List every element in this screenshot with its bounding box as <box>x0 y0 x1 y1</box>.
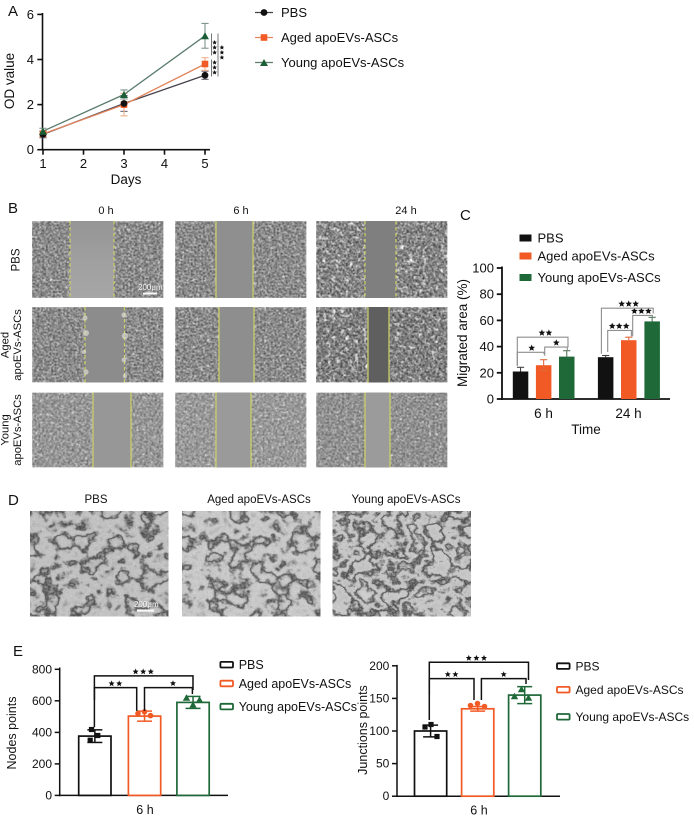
svg-text:200: 200 <box>369 659 389 673</box>
svg-text:3: 3 <box>120 156 127 171</box>
svg-text:B: B <box>8 200 18 217</box>
svg-text:400: 400 <box>32 725 52 739</box>
svg-text:2: 2 <box>80 156 87 171</box>
svg-text:6 h: 6 h <box>534 406 553 421</box>
svg-text:50: 50 <box>376 757 390 771</box>
svg-text:800: 800 <box>32 662 52 676</box>
svg-text:4: 4 <box>27 52 34 67</box>
svg-text:2: 2 <box>27 97 34 112</box>
svg-text:E: E <box>13 643 23 660</box>
svg-text:Aged apoEVs-ASCs: Aged apoEVs-ASCs <box>538 249 656 264</box>
svg-text:A: A <box>8 3 18 20</box>
svg-text:PBS: PBS <box>538 231 564 246</box>
svg-text:1: 1 <box>39 156 46 171</box>
svg-text:Migrated area (%): Migrated area (%) <box>455 279 470 387</box>
svg-text:Young apoEVs-ASCs: Young apoEVs-ASCs <box>538 270 662 285</box>
svg-text:5: 5 <box>201 156 208 171</box>
svg-text:PBS: PBS <box>281 5 307 20</box>
svg-text:24 h: 24 h <box>395 205 416 217</box>
svg-text:600: 600 <box>32 694 52 708</box>
svg-text:0: 0 <box>27 142 34 157</box>
svg-text:D: D <box>8 492 19 509</box>
svg-text:Young apoEVs-ASCs: Young apoEVs-ASCs <box>239 700 357 714</box>
svg-text:150: 150 <box>369 691 389 705</box>
svg-text:20: 20 <box>480 365 494 380</box>
svg-text:Aged: Aged <box>0 332 12 358</box>
svg-text:6: 6 <box>27 7 34 22</box>
svg-text:Aged apoEVs-ASCs: Aged apoEVs-ASCs <box>576 683 684 697</box>
svg-text:6 h: 6 h <box>136 803 153 817</box>
svg-text:80: 80 <box>480 287 494 302</box>
svg-text:PBS: PBS <box>576 659 600 673</box>
svg-text:Aged apoEVs-ASCs: Aged apoEVs-ASCs <box>207 494 311 506</box>
svg-text:Young apoEVs-ASCs: Young apoEVs-ASCs <box>576 710 690 724</box>
svg-text:200μm: 200μm <box>134 600 159 609</box>
svg-text:40: 40 <box>480 339 494 354</box>
svg-text:6 h: 6 h <box>470 804 487 818</box>
svg-text:6 h: 6 h <box>233 205 248 217</box>
svg-text:60: 60 <box>480 313 494 328</box>
svg-text:100: 100 <box>369 724 389 738</box>
svg-text:100: 100 <box>472 261 494 276</box>
svg-text:4: 4 <box>161 156 168 171</box>
svg-text:C: C <box>460 207 471 224</box>
svg-text:200μm: 200μm <box>138 283 163 292</box>
svg-text:0: 0 <box>45 788 52 802</box>
svg-text:200μm: 200μm <box>138 283 163 292</box>
svg-text:apoEVs-ASCs: apoEVs-ASCs <box>12 394 24 466</box>
svg-text:Time: Time <box>571 422 601 437</box>
svg-text:Aged apoEVs-ASCs: Aged apoEVs-ASCs <box>281 30 399 45</box>
svg-text:PBS: PBS <box>239 658 264 672</box>
svg-text:Days: Days <box>111 172 142 187</box>
svg-text:OD value: OD value <box>2 53 17 109</box>
svg-text:0 h: 0 h <box>98 205 113 217</box>
svg-text:0: 0 <box>487 392 494 407</box>
svg-text:apoEVs-ASCs: apoEVs-ASCs <box>12 309 24 381</box>
svg-text:Aged apoEVs-ASCs: Aged apoEVs-ASCs <box>239 677 352 691</box>
svg-text:Young apoEVs-ASCs: Young apoEVs-ASCs <box>281 55 405 70</box>
svg-text:0: 0 <box>383 789 390 803</box>
svg-text:Young apoEVs-ASCs: Young apoEVs-ASCs <box>352 494 461 506</box>
svg-text:PBS: PBS <box>11 248 23 271</box>
svg-text:200: 200 <box>32 757 52 771</box>
svg-text:24 h: 24 h <box>615 406 641 421</box>
svg-text:200μm: 200μm <box>134 600 159 609</box>
svg-text:Young: Young <box>0 414 12 445</box>
svg-text:Nodes points: Nodes points <box>5 697 19 770</box>
svg-text:Junctions points: Junctions points <box>356 685 370 775</box>
svg-text:PBS: PBS <box>84 494 107 506</box>
